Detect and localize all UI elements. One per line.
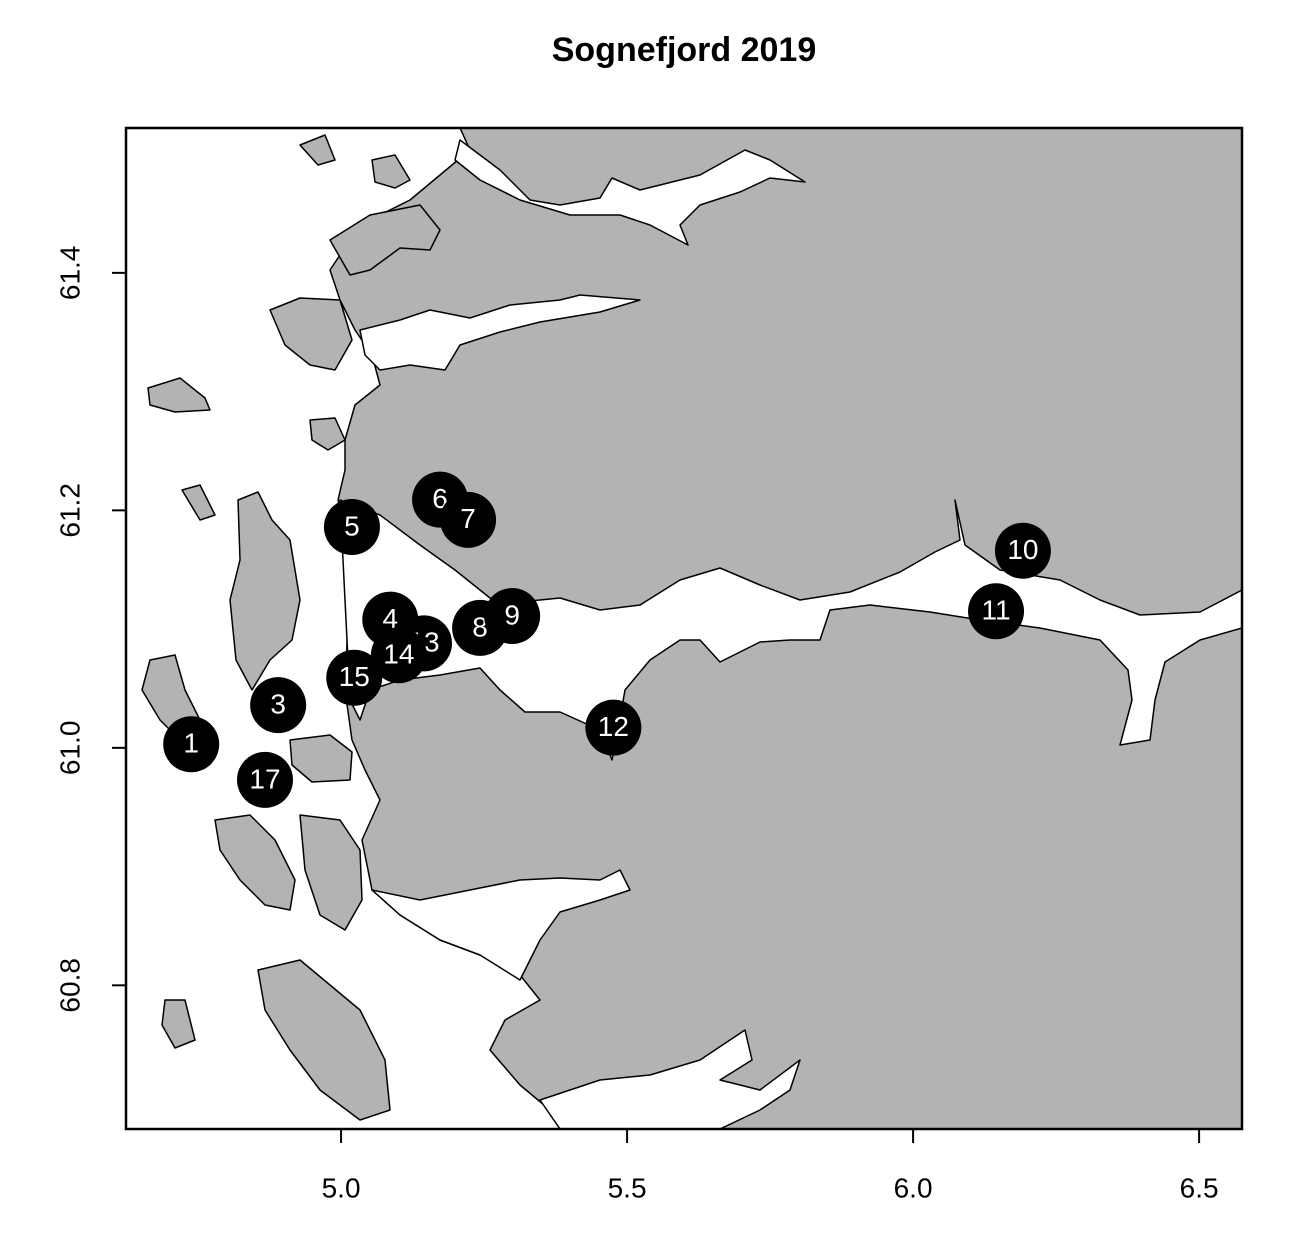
station-label: 15	[339, 661, 370, 692]
station-label: 3	[270, 688, 286, 719]
station-marker	[163, 716, 220, 773]
island	[181, 484, 216, 521]
station-marker	[236, 751, 293, 808]
station-marker	[585, 699, 642, 756]
station-label: 10	[1007, 534, 1038, 565]
basemap	[126, 128, 1242, 1129]
station-marker	[994, 522, 1051, 579]
x-tick-label: 5.0	[322, 1172, 361, 1203]
station-marker	[484, 588, 541, 645]
y-tick-label: 60.8	[54, 958, 85, 1013]
station-label: 4	[382, 603, 398, 634]
x-tick-label: 6.0	[894, 1172, 933, 1203]
island	[161, 999, 196, 1049]
island	[214, 814, 296, 911]
y-tick-label: 61.2	[54, 483, 85, 538]
station-label: 7	[460, 503, 476, 534]
station-label: 17	[249, 763, 280, 794]
fjord-north	[359, 294, 641, 371]
station-label: 5	[344, 510, 360, 541]
station-label: 11	[981, 595, 1010, 626]
station-marker	[968, 583, 1025, 640]
island	[269, 297, 353, 371]
island	[229, 491, 301, 691]
fjord-northeast	[454, 139, 806, 246]
station-label: 9	[504, 599, 520, 630]
island	[299, 134, 336, 166]
fjord-south	[371, 869, 631, 981]
island	[329, 204, 441, 276]
station-marker	[323, 498, 380, 555]
island	[299, 814, 363, 931]
island	[371, 154, 411, 189]
station-marker	[370, 627, 427, 684]
station-marker	[250, 677, 307, 734]
y-tick-label: 61.4	[54, 246, 85, 301]
y-tick-label: 61.0	[54, 721, 85, 776]
island	[309, 417, 346, 451]
station-label: 1	[183, 728, 199, 759]
station-label: 8	[472, 611, 488, 642]
x-tick-label: 5.5	[608, 1172, 647, 1203]
fjord-southeast	[539, 1029, 801, 1129]
axes: 5.0 5.5 6.0 6.5 60.8 61.0 61.2 61.4	[54, 246, 1218, 1204]
x-tick-label: 6.5	[1180, 1172, 1219, 1203]
island	[147, 377, 211, 413]
station-marker	[326, 649, 383, 706]
island	[257, 959, 391, 1121]
chart-title: Sognefjord 2019	[552, 31, 817, 69]
station-label: 12	[598, 711, 629, 742]
station-label: 14	[383, 639, 414, 670]
station-marker	[440, 491, 497, 548]
island	[289, 734, 353, 783]
